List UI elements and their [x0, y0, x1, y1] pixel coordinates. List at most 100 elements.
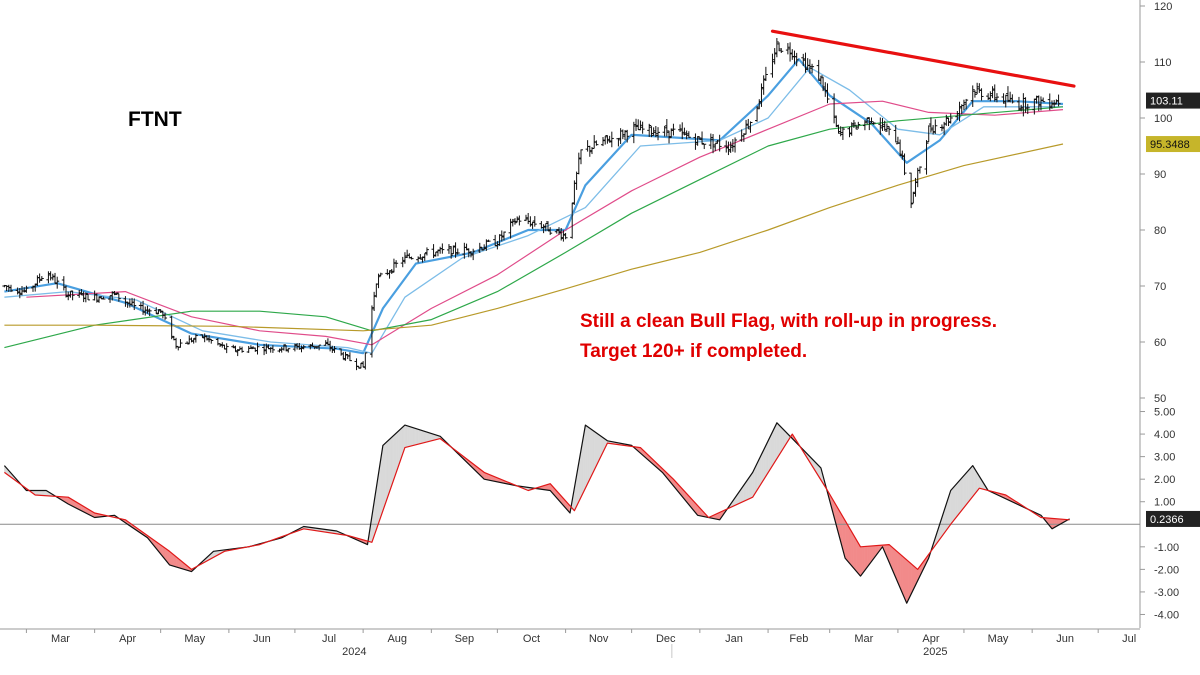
ohlc-bar [794, 52, 799, 67]
ohlc-bar [695, 136, 700, 146]
price-tick-label: 60 [1154, 337, 1166, 349]
ohlc-bar [623, 130, 628, 141]
ohlc-bar [1001, 93, 1006, 104]
ohlc-bar [990, 86, 995, 99]
ohlc-bar [686, 131, 691, 138]
ohlc-bar [772, 48, 777, 65]
ohlc-bar [53, 272, 58, 284]
ohlc-bar [671, 123, 676, 136]
ohlc-bar [486, 239, 491, 242]
ohlc-bar [926, 125, 931, 143]
ohlc-bar [556, 227, 561, 235]
ohlc-bar [684, 130, 689, 140]
ohlc-bar [281, 344, 286, 351]
ohlc-bar [964, 98, 969, 110]
macd-fill-segment [908, 561, 912, 599]
ohlc-bar [601, 137, 606, 147]
moving-average-ma_green [4, 106, 1064, 349]
ohlc-bar [759, 83, 764, 107]
ohlc-bar [620, 129, 625, 140]
ohlc-bar [323, 340, 328, 346]
moving-average-ma_olive [4, 143, 1064, 332]
ohlc-bar [1056, 94, 1061, 107]
ohlc-bar [270, 345, 275, 353]
ohlc-bar [528, 216, 533, 227]
ohlc-bar [733, 137, 738, 153]
macd-fill-segment [750, 471, 753, 499]
ohlc-bar [680, 122, 685, 140]
ohlc-bar [911, 191, 916, 204]
macd-fill-segment [428, 432, 432, 442]
ohlc-bar [110, 291, 115, 301]
macd-lines [3, 422, 1070, 604]
macd-fill-segment [585, 424, 588, 489]
resistance-trendline [770, 29, 1076, 88]
macd-fill-segment [847, 523, 850, 564]
ohlc-bar [607, 135, 612, 143]
ohlc-bar [387, 270, 392, 279]
ohlc-bar [579, 149, 584, 165]
month-label: Jun [253, 633, 271, 645]
ohlc-bar [867, 117, 872, 131]
ohlc-bar [893, 124, 898, 143]
ohlc-bar [785, 43, 790, 55]
ohlc-bar [420, 256, 425, 263]
ohlc-bar [917, 166, 922, 174]
ohlc-bar [46, 271, 51, 284]
ohlc-bar [821, 76, 826, 92]
ohlc-bar [933, 119, 938, 134]
ohlc-bar [928, 117, 933, 133]
ohlc-bar [816, 59, 821, 81]
month-label: Jul [1122, 633, 1136, 645]
month-label: Sep [455, 633, 475, 645]
ohlc-bar [372, 291, 377, 312]
ohlc-bar [880, 118, 885, 131]
ohlc-bar [328, 340, 333, 352]
ohlc-bar [587, 145, 592, 157]
month-label: Jul [322, 633, 336, 645]
ohlc-bar [431, 244, 436, 259]
value-tags: 103.11 95.3488 0.2366 [1146, 92, 1200, 527]
ticker-label: FTNT [128, 108, 182, 131]
ohlc-bar [1005, 86, 1010, 103]
ohlc-bar [697, 137, 702, 140]
macd-fill-segment [844, 519, 848, 562]
ohlc-bar [158, 309, 163, 313]
macd-fill-segment [389, 436, 392, 492]
ohlc-bar [218, 343, 223, 348]
macd-fill-segment [860, 546, 863, 577]
moving-average-value-tag: 95.3488 [1146, 136, 1200, 153]
month-label: Feb [789, 633, 808, 645]
ohlc-bar [902, 153, 907, 176]
ohlc-bar [988, 91, 993, 102]
macd-series-macd_line [3, 422, 1070, 604]
price-tick-label: 90 [1154, 169, 1166, 181]
svg-text:103.11: 103.11 [1150, 96, 1183, 108]
month-label: Mar [51, 633, 70, 645]
ohlc-bar [233, 345, 238, 352]
ohlc-bar [667, 130, 672, 144]
macd-fill-segment [391, 434, 395, 486]
ohlc-bar [970, 85, 975, 107]
macd-fill-segment [417, 429, 421, 445]
ohlc-bar [292, 343, 297, 352]
macd-tick-label: 4.00 [1154, 429, 1175, 441]
ohlc-bar [515, 216, 520, 223]
ohlc-bar [1034, 95, 1039, 104]
ohlc-bar [669, 128, 674, 139]
ohlc-bar [277, 348, 282, 353]
ohlc-bar [308, 344, 313, 350]
macd-fill-segment [384, 440, 388, 505]
ohlc-bar [728, 141, 733, 153]
ohlc-bar [191, 338, 196, 344]
ohlc-bar [66, 291, 71, 301]
ohlc-bar [1049, 100, 1054, 109]
ohlc-bar [746, 118, 751, 130]
ohlc-bar [631, 121, 636, 144]
ohlc-bar [616, 137, 621, 147]
ohlc-bar [939, 124, 944, 132]
ohlc-bar [656, 127, 661, 141]
ohlc-bar [946, 117, 951, 127]
ohlc-bar [471, 248, 476, 261]
ohlc-bar [24, 285, 29, 293]
